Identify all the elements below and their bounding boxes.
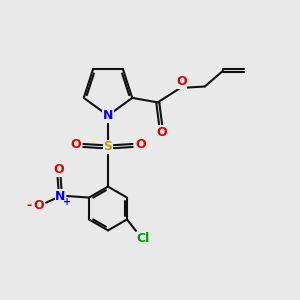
Text: O: O <box>53 164 64 176</box>
Text: -: - <box>26 199 31 212</box>
Text: S: S <box>103 140 112 154</box>
Text: O: O <box>156 126 167 139</box>
Text: N: N <box>55 190 66 202</box>
Text: +: + <box>63 197 71 207</box>
Text: O: O <box>176 75 187 88</box>
Text: O: O <box>33 199 44 212</box>
Text: O: O <box>70 138 81 152</box>
Text: O: O <box>135 138 146 152</box>
Text: Cl: Cl <box>136 232 149 245</box>
Text: N: N <box>103 109 113 122</box>
